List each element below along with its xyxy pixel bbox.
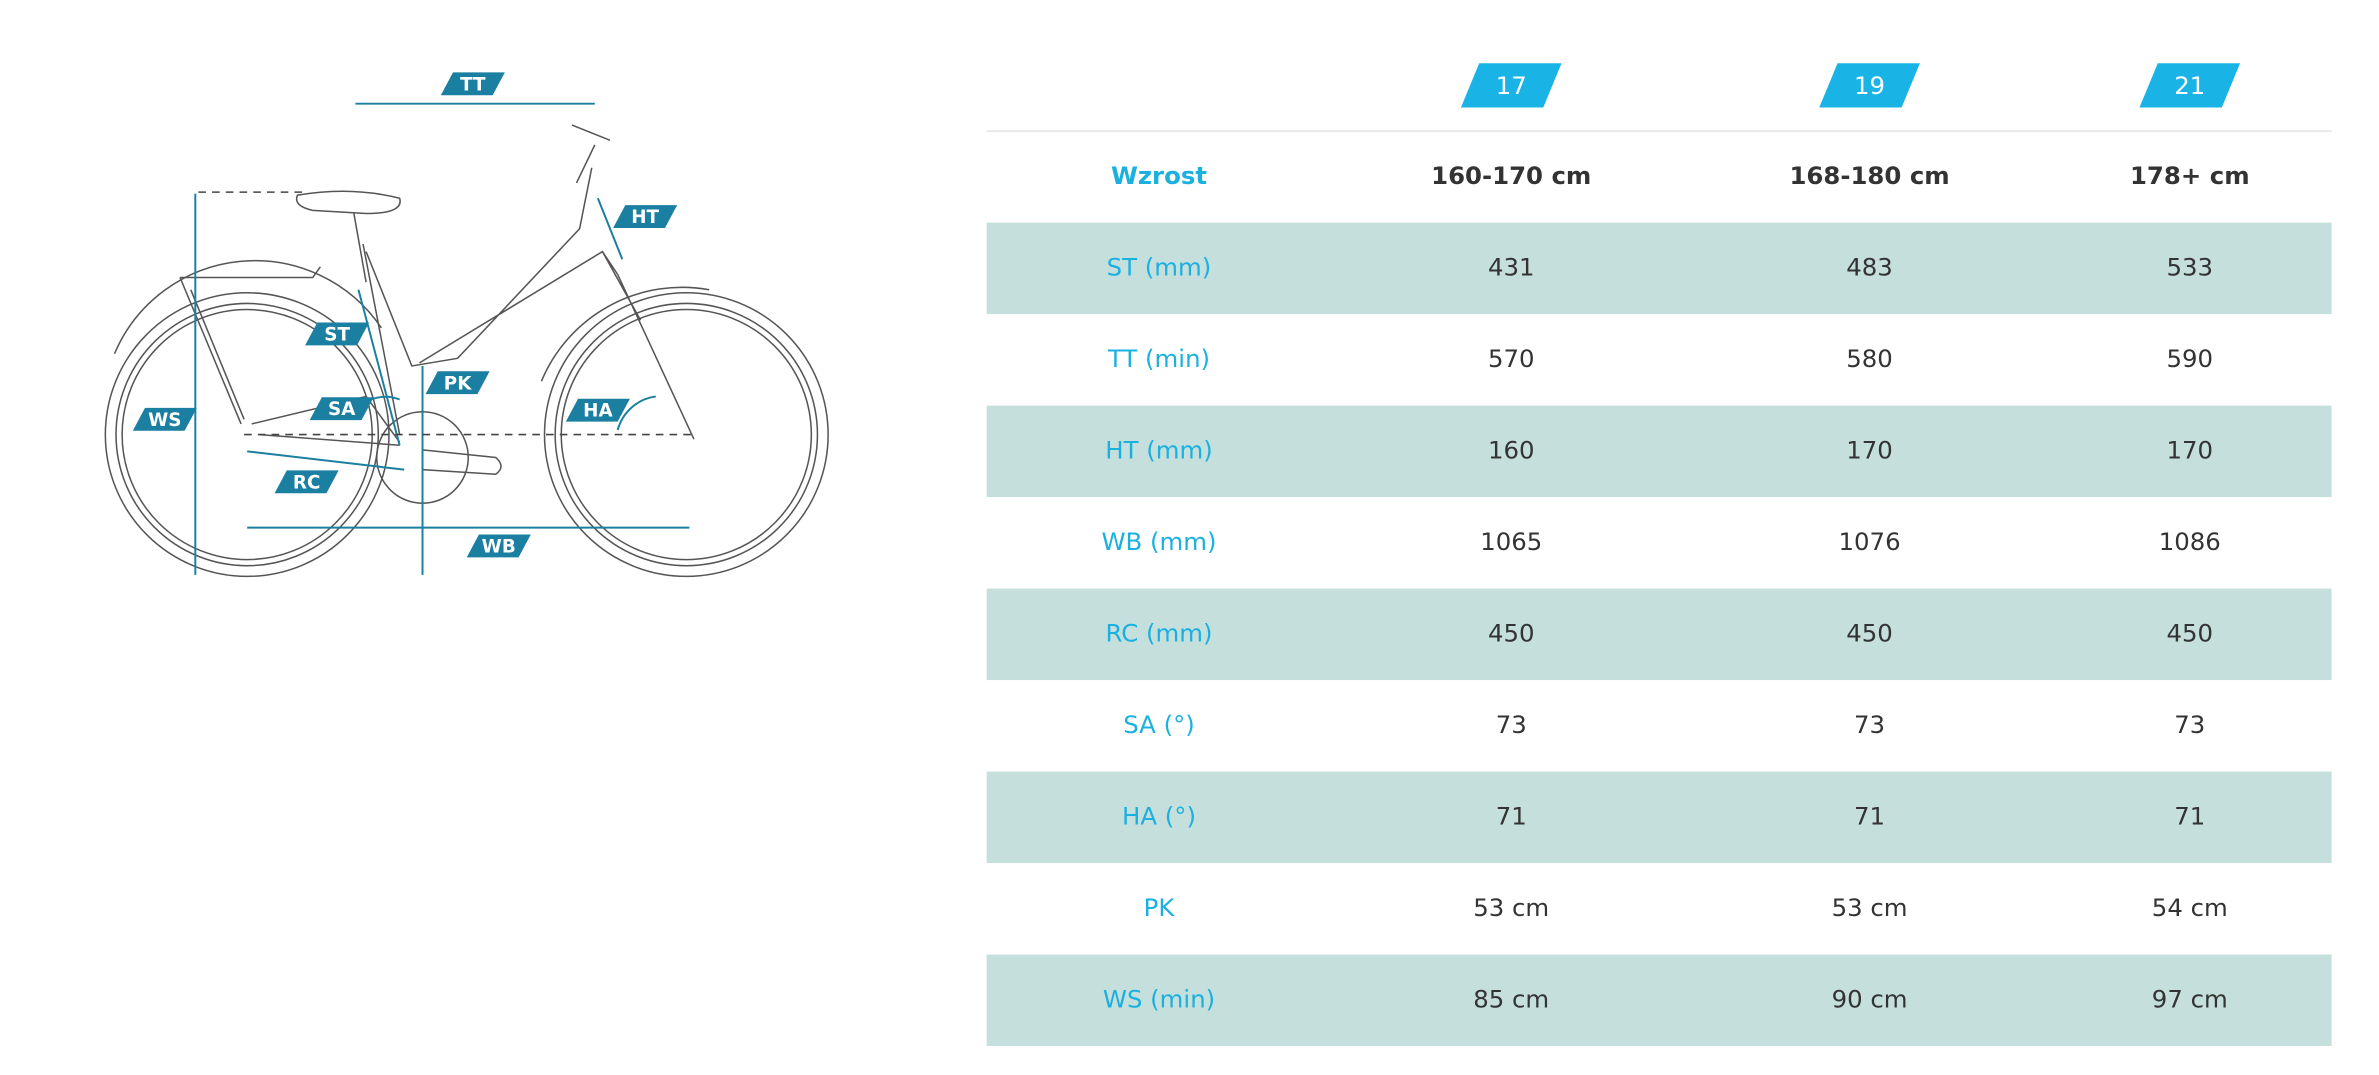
cell-value: 71 xyxy=(1496,801,1527,830)
cell-value: 450 xyxy=(1488,618,1535,647)
dimension-label: WS xyxy=(148,410,181,431)
row-shade xyxy=(986,405,2332,498)
row-label: WB (mm) xyxy=(1101,527,1216,556)
cell-value: 71 xyxy=(2174,801,2205,830)
cell-value: 483 xyxy=(1846,252,1893,281)
row-shade xyxy=(986,771,2332,864)
cell-value: 160-170 cm xyxy=(1431,161,1591,190)
dimension-tag xyxy=(309,397,374,421)
cell-value: 431 xyxy=(1488,252,1535,281)
dimension-tag xyxy=(274,470,339,494)
size-badge xyxy=(2139,63,2241,108)
dimension-tag xyxy=(425,371,490,395)
cell-value: 533 xyxy=(2167,252,2214,281)
cell-value: 590 xyxy=(2167,344,2214,373)
cell-value: 570 xyxy=(1488,344,1535,373)
cell-value: 73 xyxy=(1854,710,1885,739)
row-shade xyxy=(986,222,2332,315)
dimension-tag xyxy=(466,534,531,558)
cell-value: 160 xyxy=(1488,435,1535,464)
cell-value: 73 xyxy=(1496,710,1527,739)
cell-value: 85 cm xyxy=(1473,984,1549,1013)
dimension-label: HA xyxy=(583,401,613,422)
cell-value: 53 cm xyxy=(1473,893,1549,922)
row-shade xyxy=(986,588,2332,681)
bike-diagram: TT HT ST PK SA HA WS RC WB xyxy=(104,72,829,578)
cell-value: 170 xyxy=(1846,435,1893,464)
row-shade xyxy=(986,954,2332,1047)
cell-value: 1086 xyxy=(2159,527,2221,556)
cell-value: 73 xyxy=(2174,710,2205,739)
cell-value: 178+ cm xyxy=(2130,161,2250,190)
row-label: HA (°) xyxy=(1122,801,1196,830)
dimension-tag xyxy=(565,398,630,422)
dimension-tag xyxy=(613,205,678,228)
cell-value: 450 xyxy=(2167,618,2214,647)
cell-value: 90 cm xyxy=(1832,984,1908,1013)
dimension-label: HT xyxy=(631,207,659,228)
cell-value: 580 xyxy=(1846,344,1893,373)
row-label: TT (min) xyxy=(1107,344,1210,373)
size-badge xyxy=(1819,63,1920,108)
cell-value: 53 cm xyxy=(1832,893,1908,922)
dimension-label: WB xyxy=(482,536,516,557)
row-label: PK xyxy=(1144,893,1176,922)
cell-value: 170 xyxy=(2167,435,2214,464)
dimension-label: SA xyxy=(328,399,356,420)
cell-value: 97 cm xyxy=(2152,984,2228,1013)
cell-value: 450 xyxy=(1846,618,1893,647)
row-label: ST (mm) xyxy=(1107,252,1212,281)
dimension-label: TT xyxy=(460,74,486,95)
dimension-label: RC xyxy=(293,472,321,493)
cell-value: 54 cm xyxy=(2152,893,2228,922)
row-label: SA (°) xyxy=(1123,710,1195,739)
size-header: 21 xyxy=(2174,71,2205,100)
dimension-label: PK xyxy=(444,373,472,394)
row-label: WS (min) xyxy=(1103,984,1215,1013)
dimension-tag xyxy=(440,72,505,96)
size-header: 17 xyxy=(1496,71,1527,100)
row-label: Wzrost xyxy=(1111,161,1207,190)
size-header: 19 xyxy=(1854,71,1885,100)
cell-value: 168-180 cm xyxy=(1789,161,1949,190)
cell-value: 71 xyxy=(1854,801,1885,830)
row-label: RC (mm) xyxy=(1106,618,1213,647)
cell-value: 1076 xyxy=(1839,527,1901,556)
dimension-label: ST xyxy=(324,324,350,345)
size-badge xyxy=(1460,63,1562,108)
dimension-tag xyxy=(305,322,370,346)
row-label: HT (mm) xyxy=(1105,435,1212,464)
cell-value: 1065 xyxy=(1480,527,1542,556)
dimension-tag xyxy=(132,407,197,431)
